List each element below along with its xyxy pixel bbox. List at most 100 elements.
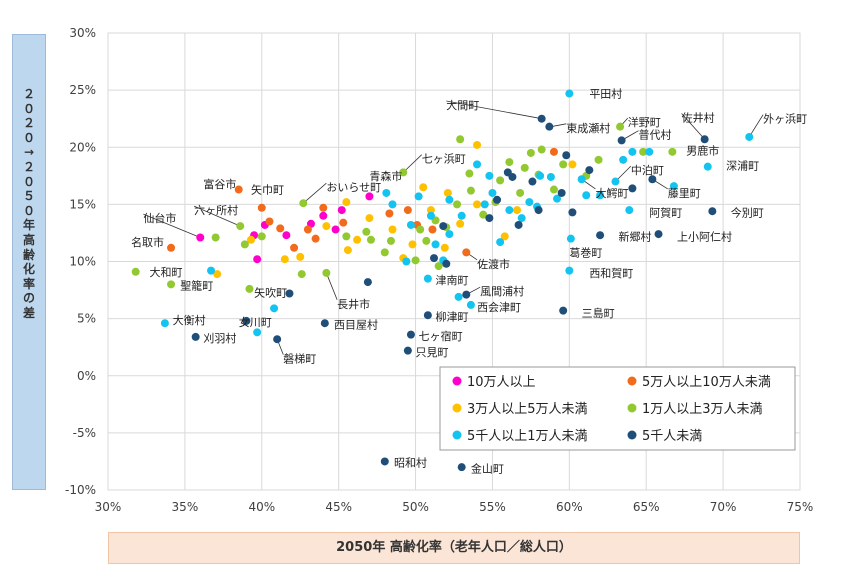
legend-label: 1万人以上3万人未満 bbox=[642, 402, 763, 417]
data-point bbox=[594, 155, 603, 164]
point-label: 刈羽村 bbox=[203, 331, 236, 345]
annotation-leader-line bbox=[325, 272, 338, 300]
annotation-leader-line bbox=[446, 100, 542, 120]
data-point bbox=[303, 225, 312, 234]
point-label: 新郷村 bbox=[619, 229, 652, 243]
x-tick-label: 30% bbox=[95, 500, 122, 514]
point-label: 大間町 bbox=[446, 98, 479, 112]
data-point bbox=[440, 243, 449, 252]
data-point bbox=[343, 246, 352, 255]
data-point bbox=[585, 166, 594, 175]
data-point bbox=[456, 219, 465, 228]
data-point bbox=[525, 198, 534, 207]
point-label: 仙台市 bbox=[143, 211, 176, 225]
data-point bbox=[213, 270, 222, 279]
data-point bbox=[242, 316, 251, 325]
point-label: 西和賀町 bbox=[589, 267, 633, 280]
data-point bbox=[414, 192, 423, 201]
data-point bbox=[639, 147, 648, 156]
data-point bbox=[236, 222, 245, 231]
point-label: 外ヶ浜町 bbox=[763, 113, 807, 126]
data-point bbox=[234, 185, 243, 194]
data-point bbox=[342, 232, 351, 241]
data-point bbox=[465, 169, 474, 178]
data-point bbox=[703, 162, 712, 171]
y-tick-label: 0% bbox=[77, 369, 96, 383]
data-point bbox=[648, 175, 657, 184]
data-point bbox=[473, 160, 482, 169]
point-label: 只見町 bbox=[416, 346, 449, 359]
data-point bbox=[430, 254, 439, 263]
data-point bbox=[253, 328, 262, 337]
data-point bbox=[411, 256, 420, 265]
data-point bbox=[596, 231, 605, 240]
data-point bbox=[582, 191, 591, 200]
data-point bbox=[500, 232, 509, 241]
point-label: 女川町 bbox=[239, 315, 272, 329]
data-point bbox=[462, 290, 471, 299]
point-label: 上小阿仁村 bbox=[677, 229, 732, 243]
data-point bbox=[276, 224, 285, 233]
data-point bbox=[617, 136, 626, 145]
data-point bbox=[557, 188, 566, 197]
data-point bbox=[245, 284, 254, 293]
legend-marker bbox=[452, 430, 462, 440]
data-point bbox=[167, 243, 176, 252]
x-axis-title: 2050年 高齢化率（老年人口／総人口） bbox=[336, 540, 572, 555]
data-point bbox=[457, 211, 466, 220]
data-point bbox=[566, 234, 575, 243]
data-point bbox=[131, 267, 140, 276]
data-point bbox=[537, 114, 546, 123]
point-label: 今別町 bbox=[731, 205, 764, 219]
x-tick-label: 55% bbox=[479, 500, 506, 514]
data-point bbox=[382, 188, 391, 197]
data-point bbox=[708, 207, 717, 216]
point-label: 六ヶ所村 bbox=[194, 203, 238, 217]
series-5千人以上1万人未満 bbox=[160, 89, 754, 337]
data-point bbox=[454, 292, 463, 301]
y-axis-title: ２０２０→２０５０年 高齢化率の差 bbox=[22, 87, 35, 320]
data-point bbox=[457, 463, 466, 472]
legend-marker bbox=[452, 403, 462, 413]
data-point bbox=[559, 306, 568, 315]
data-point bbox=[616, 122, 625, 131]
point-label: 富谷市 bbox=[203, 177, 236, 191]
data-point bbox=[545, 122, 554, 131]
point-label: 阿賀町 bbox=[649, 206, 682, 219]
point-label: 七ヶ浜町 bbox=[422, 153, 466, 166]
annotation-leader-line bbox=[550, 123, 567, 128]
data-point bbox=[280, 255, 289, 264]
point-label: 三島町 bbox=[582, 306, 615, 320]
data-point bbox=[516, 188, 525, 197]
data-point bbox=[443, 188, 452, 197]
data-point bbox=[380, 457, 389, 466]
data-point bbox=[285, 289, 294, 298]
data-point bbox=[434, 262, 443, 271]
data-point bbox=[257, 203, 266, 212]
data-point bbox=[466, 186, 475, 195]
data-point bbox=[402, 257, 411, 266]
point-label: 津南町 bbox=[436, 274, 469, 287]
legend-label: 3万人以上5万人未満 bbox=[467, 402, 588, 417]
point-label: 大和町 bbox=[150, 265, 183, 279]
data-point bbox=[546, 172, 555, 181]
data-point bbox=[428, 225, 437, 234]
point-label: 青森市 bbox=[369, 169, 402, 183]
point-label: 葛巻町 bbox=[569, 246, 602, 259]
point-label: 大鰐町 bbox=[595, 186, 628, 200]
y-axis-title-box: ２０２０→２０５０年 高齢化率の差 bbox=[12, 34, 46, 490]
x-tick-label: 50% bbox=[402, 500, 429, 514]
x-tick-label: 35% bbox=[172, 500, 199, 514]
point-label: 大衡村 bbox=[173, 313, 206, 327]
point-label: 七ヶ宿町 bbox=[419, 329, 463, 343]
data-point bbox=[207, 266, 216, 275]
legend-label: 10万人以上 bbox=[467, 375, 536, 390]
x-tick-label: 75% bbox=[787, 500, 814, 514]
x-axis-title-box: 2050年 高齢化率（老年人口／総人口） bbox=[108, 532, 800, 564]
data-point bbox=[534, 206, 543, 215]
data-point bbox=[453, 200, 462, 209]
data-point bbox=[537, 145, 546, 154]
data-point bbox=[403, 346, 412, 355]
data-point bbox=[403, 206, 412, 215]
